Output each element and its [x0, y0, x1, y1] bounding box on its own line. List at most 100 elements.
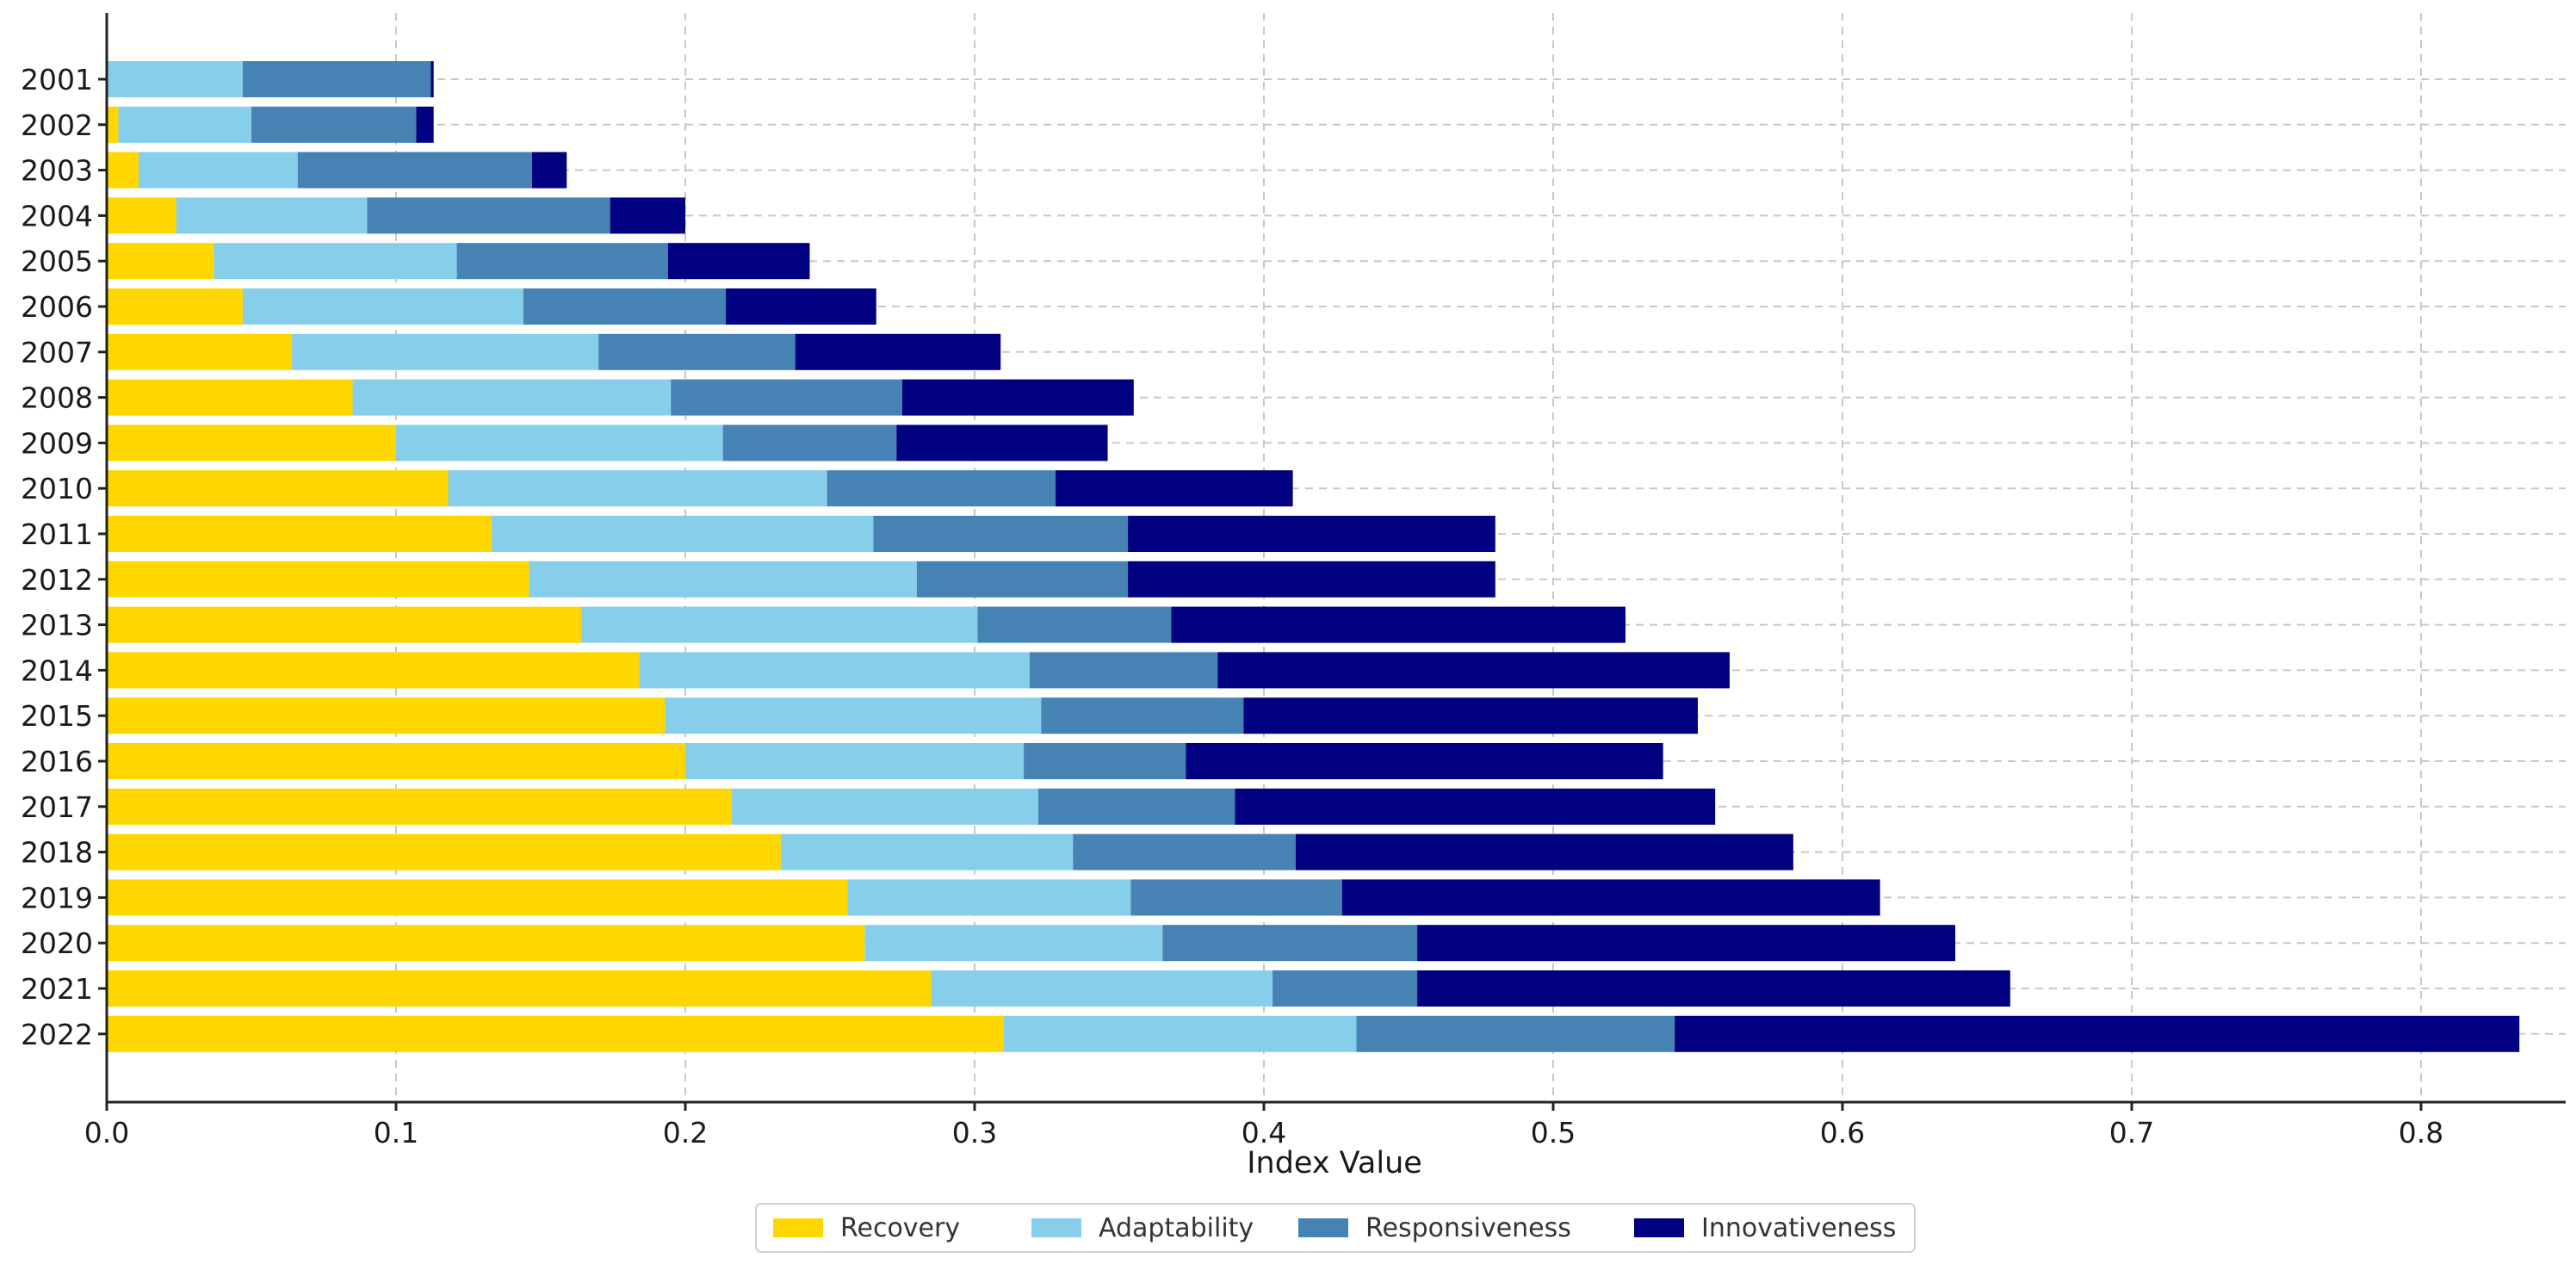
bar-recovery-2022 [107, 1015, 1004, 1052]
bar-innovativeness-2019 [1341, 879, 1880, 916]
y-tick-label: 2014 [21, 654, 93, 687]
legend-label-innovativeness: Innovativeness [1701, 1213, 1896, 1243]
bar-responsiveness-2001 [242, 61, 431, 97]
bar-recovery-2006 [107, 288, 243, 325]
x-tick-label: 0.7 [2109, 1116, 2154, 1149]
bar-adaptability-2003 [138, 152, 298, 189]
y-tick-label: 2008 [21, 381, 93, 415]
bar-recovery-2009 [107, 424, 396, 462]
legend-swatch-innovativeness [1634, 1218, 1684, 1237]
bar-adaptability-2009 [396, 424, 723, 462]
bar-recovery-2017 [107, 788, 732, 825]
y-tick-label: 2020 [21, 926, 93, 960]
bar-adaptability-2019 [847, 879, 1131, 916]
bar-innovativeness-2015 [1243, 697, 1698, 734]
x-tick-label: 0.4 [1242, 1116, 1286, 1149]
bar-adaptability-2010 [448, 470, 827, 507]
y-tick-label: 2016 [21, 745, 93, 778]
x-tick-label: 0.5 [1531, 1116, 1576, 1149]
bar-recovery-2002 [107, 106, 119, 143]
bar-responsiveness-2011 [873, 516, 1129, 552]
bar-adaptability-2007 [292, 333, 599, 370]
axes [98, 13, 2566, 1111]
x-axis-label: Index Value [1247, 1146, 1422, 1180]
y-tick-label: 2005 [21, 245, 93, 278]
bar-recovery-2011 [107, 516, 492, 552]
y-tick-label: 2018 [21, 836, 93, 870]
bar-adaptability-2005 [214, 243, 457, 280]
x-tick-labels: 0.0 0.1 0.2 0.3 0.4 0.5 0.6 0.7 0.8 [84, 1116, 2443, 1149]
legend-label-adaptability: Adaptability [1099, 1213, 1254, 1243]
bar-adaptability-2014 [639, 652, 1030, 689]
bar-responsiveness-2022 [1356, 1015, 1675, 1052]
bar-adaptability-2011 [491, 516, 874, 552]
y-tick-labels: 2001 2002 2003 2004 2005 2006 2007 2008 2009 2010… [21, 63, 93, 1051]
x-tick-label: 0.0 [84, 1116, 129, 1149]
x-tick-label: 0.2 [663, 1116, 708, 1149]
bar-innovativeness-2001 [430, 61, 434, 97]
bar-innovativeness-2005 [667, 243, 810, 280]
bar-recovery-2019 [107, 879, 848, 916]
bar-innovativeness-2017 [1235, 788, 1716, 825]
bar-adaptability-2012 [529, 561, 917, 598]
bar-innovativeness-2008 [902, 379, 1134, 416]
bar-responsiveness-2002 [251, 106, 417, 143]
bar-responsiveness-2019 [1130, 879, 1342, 916]
bar-innovativeness-2011 [1128, 516, 1495, 552]
bar-responsiveness-2007 [598, 333, 796, 370]
bar-responsiveness-2010 [827, 470, 1056, 507]
bar-responsiveness-2004 [367, 197, 610, 234]
bar-adaptability-2021 [931, 970, 1273, 1007]
bar-recovery-2020 [107, 925, 865, 962]
bar-innovativeness-2018 [1295, 833, 1793, 871]
x-tick-label: 0.8 [2399, 1116, 2443, 1149]
bar-responsiveness-2008 [671, 379, 902, 416]
bar-adaptability-2016 [685, 743, 1025, 779]
bar-adaptability-2020 [864, 925, 1163, 962]
bar-adaptability-2022 [1003, 1015, 1357, 1052]
x-tick-label: 0.3 [952, 1116, 997, 1149]
bar-recovery-2013 [107, 606, 582, 643]
bar-recovery-2021 [107, 970, 932, 1007]
bar-adaptability-2017 [731, 788, 1038, 825]
y-tick-label: 2012 [21, 563, 93, 597]
legend: Recovery Adaptability Responsiveness Innova… [755, 1203, 1916, 1253]
legend-swatch-responsiveness [1298, 1218, 1348, 1237]
bar-responsiveness-2016 [1024, 743, 1186, 779]
y-tick-label: 2010 [21, 472, 93, 505]
bar-innovativeness-2007 [795, 333, 1001, 370]
legend-label-responsiveness: Responsiveness [1365, 1213, 1571, 1243]
y-tick-label: 2011 [21, 517, 93, 551]
y-tick-label: 2006 [21, 290, 93, 324]
bar-recovery-2010 [107, 470, 449, 507]
bar-recovery-2018 [107, 833, 781, 871]
legend-swatch-recovery [773, 1218, 823, 1237]
bar-recovery-2008 [107, 379, 353, 416]
y-tick-label: 2019 [21, 881, 93, 914]
bar-innovativeness-2022 [1675, 1015, 2520, 1052]
x-tick-label: 0.6 [1820, 1116, 1865, 1149]
bar-innovativeness-2014 [1217, 652, 1730, 689]
bar-adaptability-2001 [107, 61, 243, 97]
legend-swatch-adaptability [1031, 1218, 1081, 1237]
bar-innovativeness-2013 [1171, 606, 1625, 643]
bar-responsiveness-2021 [1273, 970, 1418, 1007]
y-tick-label: 2003 [21, 154, 93, 188]
x-tick-label: 0.1 [374, 1116, 418, 1149]
bar-responsiveness-2020 [1162, 925, 1418, 962]
bar-adaptability-2015 [665, 697, 1042, 734]
y-tick-label: 2009 [21, 426, 93, 460]
y-tick-label: 2007 [21, 336, 93, 369]
bar-adaptability-2013 [581, 606, 978, 643]
bar-adaptability-2018 [780, 833, 1074, 871]
y-tick-label: 2021 [21, 972, 93, 1006]
y-tick-label: 2004 [21, 199, 93, 232]
bar-responsiveness-2005 [456, 243, 668, 280]
bar-recovery-2007 [107, 333, 293, 370]
y-tick-label: 2002 [21, 108, 93, 142]
bar-responsiveness-2014 [1029, 652, 1218, 689]
bar-innovativeness-2004 [610, 197, 685, 234]
bar-innovativeness-2002 [416, 106, 434, 143]
bar-recovery-2004 [107, 197, 176, 234]
